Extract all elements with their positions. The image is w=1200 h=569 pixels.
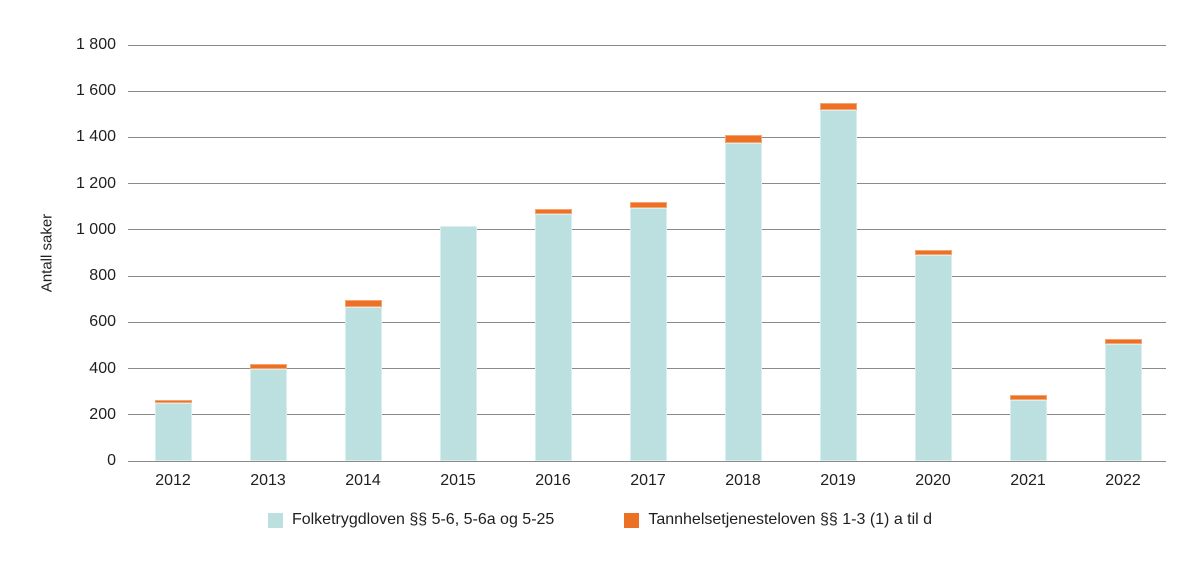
x-tick-label-2020: 2020 — [915, 472, 951, 489]
y-tick-label-1400: 1 400 — [75, 128, 116, 146]
bar-segment-2012-series1 — [154, 399, 192, 404]
legend-item-tannhelsetjenesteloven: Tannhelsetjenesteloven §§ 1-3 (1) a til … — [624, 511, 932, 529]
bar-2012 — [154, 399, 192, 461]
legend-label-tannhelsetjenesteloven: Tannhelsetjenesteloven §§ 1-3 (1) a til … — [648, 511, 933, 528]
bar-segment-2017-series1 — [629, 202, 667, 208]
x-tick-label-2013: 2013 — [250, 472, 286, 489]
y-tick-label-1200: 1 200 — [75, 174, 116, 192]
bar-segment-2016-series1 — [534, 209, 572, 214]
legend-label-folketrygdloven: Folketrygdloven §§ 5-6, 5-6a og 5-25 — [291, 511, 555, 528]
y-tick-label-400: 400 — [89, 359, 116, 377]
y-tick-label-800: 800 — [89, 267, 116, 285]
bar-segment-2019-series0 — [819, 109, 857, 461]
y-tick-label-200: 200 — [89, 405, 116, 423]
bar-segment-2012-series0 — [154, 403, 192, 461]
x-tick-label-2022: 2022 — [1105, 472, 1141, 489]
y-tick-label-1600: 1 600 — [75, 82, 116, 100]
bar-2014 — [344, 300, 382, 461]
bar-2013 — [249, 364, 287, 461]
gridline-1800 — [128, 44, 1166, 46]
y-tick-label-1000: 1 000 — [75, 220, 116, 238]
bar-segment-2021-series0 — [1009, 399, 1047, 461]
x-tick-label-2019: 2019 — [820, 472, 856, 489]
bar-segment-2022-series0 — [1104, 344, 1142, 461]
bar-segment-2018-series0 — [724, 143, 762, 461]
bar-2019 — [819, 102, 857, 461]
bar-2021 — [1009, 395, 1047, 461]
bar-segment-2014-series0 — [344, 307, 382, 461]
gridline-1400 — [128, 136, 1166, 138]
gridline-0 — [128, 460, 1166, 462]
x-tick-label-2015: 2015 — [440, 472, 476, 489]
legend-swatch-orange — [624, 512, 640, 528]
x-tick-label-2014: 2014 — [345, 472, 381, 489]
legend: Folketrygdloven §§ 5-6, 5-6a og 5-25 Tan… — [0, 511, 1200, 529]
bar-segment-2017-series0 — [629, 207, 667, 461]
bar-2018 — [724, 135, 762, 461]
gridline-1200 — [128, 183, 1166, 185]
y-tick-label-0: 0 — [107, 452, 116, 469]
bar-segment-2022-series1 — [1104, 338, 1142, 345]
plot-area: 0 200 400 600 800 1 000 1 200 1 400 1 600 1 800 20… — [76, 36, 1166, 489]
x-tick-label-2016: 2016 — [535, 472, 571, 489]
bar-2022 — [1104, 338, 1142, 461]
legend-item-folketrygdloven: Folketrygdloven §§ 5-6, 5-6a og 5-25 — [267, 511, 555, 529]
y-tick-label-1800: 1 800 — [75, 36, 116, 53]
bar-segment-2018-series1 — [724, 135, 762, 144]
bar-segment-2016-series0 — [534, 213, 572, 461]
bar-segment-2013-series1 — [249, 364, 287, 369]
bar-2015 — [439, 226, 477, 461]
bar-segment-2020-series0 — [914, 255, 952, 461]
bar-segment-2019-series1 — [819, 102, 857, 110]
legend-swatch-teal — [267, 512, 283, 528]
gridline-1600 — [128, 90, 1166, 92]
x-tick-label-2012: 2012 — [155, 472, 191, 489]
bar-2020 — [914, 249, 952, 461]
x-tick-label-2021: 2021 — [1010, 472, 1046, 489]
x-tick-label-2017: 2017 — [630, 472, 666, 489]
bar-segment-2021-series1 — [1009, 395, 1047, 400]
bar-2016 — [534, 209, 572, 461]
bar-segment-2013-series0 — [249, 368, 287, 461]
bar-2017 — [629, 202, 667, 461]
x-tick-label-2018: 2018 — [725, 472, 761, 489]
bar-segment-2014-series1 — [344, 300, 382, 308]
bar-segment-2020-series1 — [914, 249, 952, 256]
y-tick-label-600: 600 — [89, 313, 116, 331]
bar-segment-2015-series0 — [439, 226, 477, 461]
